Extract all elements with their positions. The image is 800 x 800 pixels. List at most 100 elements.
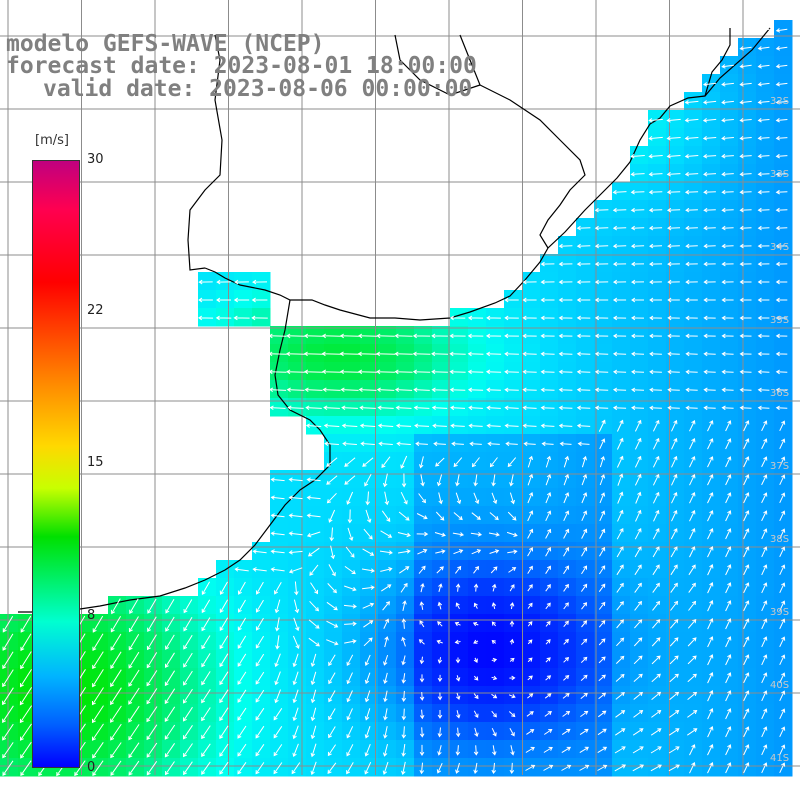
wind-arrow (309, 600, 320, 612)
wind-arrow (419, 620, 425, 628)
wind-arrow (757, 82, 770, 87)
wind-arrow (594, 369, 609, 375)
wind-arrow (398, 549, 411, 554)
wind-arrow (779, 726, 786, 738)
wind-arrow (743, 456, 750, 468)
wind-arrow (743, 672, 750, 684)
wind-arrow (721, 225, 734, 231)
wind-arrow (376, 369, 395, 375)
wind-arrow (288, 477, 303, 482)
wind-arrow (689, 744, 696, 756)
wind-arrow (576, 315, 591, 321)
wind-arrow (761, 492, 768, 504)
wind-arrow (364, 690, 371, 703)
wind-arrow (383, 708, 388, 721)
wind-arrow (703, 243, 716, 249)
lat-label: 40S (770, 680, 790, 691)
wind-arrow (739, 100, 752, 105)
wind-arrow (110, 760, 122, 776)
wind-arrow (346, 762, 354, 775)
wind-arrow (419, 601, 425, 610)
wind-arrow (563, 565, 570, 575)
wind-arrow (183, 599, 193, 614)
wind-arrow (395, 405, 412, 411)
wind-arrow (328, 672, 336, 685)
wind-arrow (739, 315, 752, 321)
wind-arrow (599, 510, 606, 522)
wind-arrow (375, 351, 396, 357)
wind-arrow (707, 564, 714, 576)
wind-arrow (401, 636, 406, 647)
wind-arrow (631, 351, 645, 357)
wind-arrow (273, 708, 283, 721)
wind-arrow (576, 333, 591, 339)
wind-arrow (669, 637, 679, 647)
wind-arrow (2, 705, 14, 723)
wind-arrow (286, 369, 305, 375)
wind-arrow (671, 455, 678, 468)
wind-arrow (292, 725, 299, 740)
wind-arrow (761, 672, 768, 684)
wind-arrow (237, 671, 247, 685)
wind-arrow (504, 369, 519, 375)
wind-arrow (327, 583, 337, 594)
lat-label: 41S (770, 753, 790, 764)
wind-arrow (721, 153, 734, 159)
wind-arrow (293, 599, 300, 614)
wind-arrow (687, 710, 698, 718)
wind-arrow (527, 675, 533, 681)
wind-arrow (725, 636, 732, 648)
wind-arrow (308, 619, 320, 629)
wind-arrow (702, 100, 717, 105)
wind-arrow (451, 441, 464, 447)
wind-arrow (612, 207, 627, 213)
wind-arrow (165, 634, 175, 650)
wind-arrow (540, 351, 555, 357)
wind-arrow (702, 82, 717, 87)
wind-arrow (165, 616, 175, 632)
wind-arrow (165, 598, 175, 614)
wind-arrow (594, 405, 609, 411)
wind-arrow (632, 746, 644, 754)
wind-arrow (92, 633, 104, 651)
wind-arrow (612, 333, 627, 339)
wind-arrow (381, 584, 392, 592)
wind-arrow (357, 351, 378, 357)
wind-arrow (684, 189, 699, 195)
wind-arrow (775, 207, 788, 213)
wind-arrow (689, 419, 696, 432)
wind-arrow (540, 387, 555, 393)
colorbar-tick-22: 22 (87, 303, 104, 318)
wind-arrow (689, 437, 696, 450)
wind-arrow (667, 405, 680, 411)
wind-arrow (616, 527, 624, 540)
wind-arrow (346, 491, 354, 505)
wind-arrow (449, 369, 466, 375)
wind-arrow (216, 297, 231, 303)
wind-arrow (413, 405, 430, 411)
wind-arrow (617, 509, 624, 522)
wind-arrow (775, 261, 788, 267)
wind-arrow (669, 655, 679, 665)
wind-arrow (652, 473, 660, 486)
wind-arrow (598, 638, 606, 646)
wind-arrow (183, 652, 193, 668)
wind-arrow (634, 473, 642, 486)
wind-arrow (527, 584, 533, 592)
wind-arrow (721, 279, 734, 285)
wind-arrow (598, 674, 606, 682)
wind-arrow (757, 369, 770, 375)
wind-arrow (650, 764, 662, 772)
wind-arrow (435, 457, 445, 467)
wind-arrow (576, 297, 591, 303)
wind-arrow (437, 745, 442, 756)
wind-arrow (671, 509, 678, 522)
wind-arrow (685, 243, 698, 249)
wind-arrow (339, 333, 360, 339)
wind-arrow (237, 707, 247, 721)
wind-arrow (685, 315, 698, 321)
wind-arrow (489, 457, 498, 468)
wind-arrow (183, 670, 193, 686)
wind-arrow (779, 618, 786, 630)
wind-arrow (703, 369, 716, 375)
